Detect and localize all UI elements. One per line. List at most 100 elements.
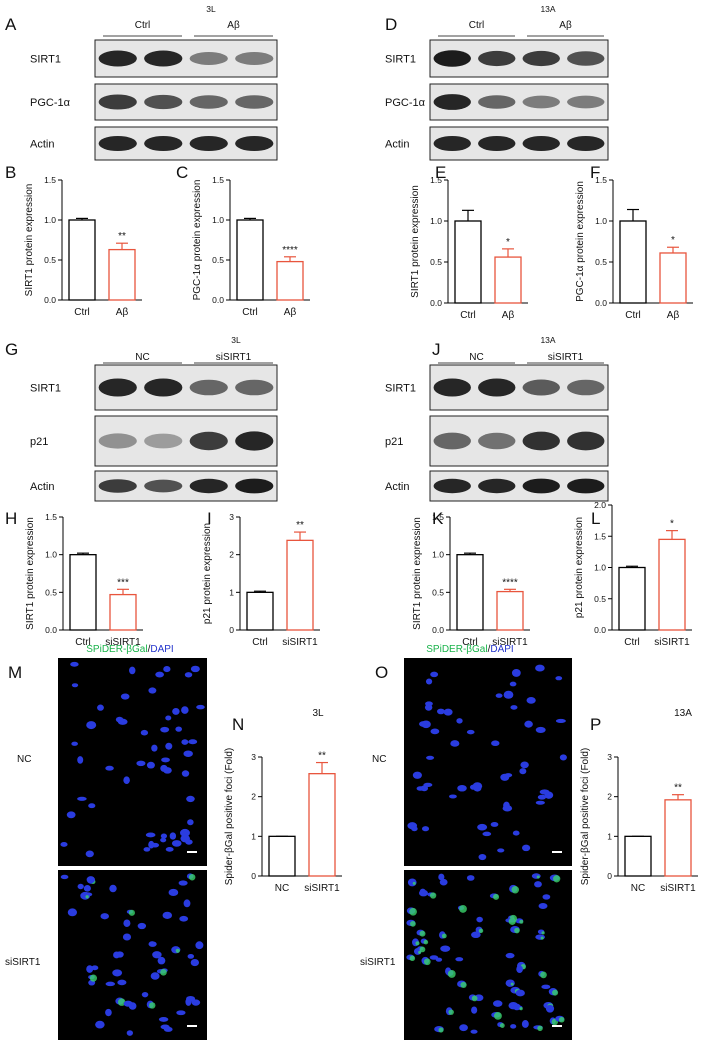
row-label: SIRT1: [385, 383, 416, 395]
band: [522, 379, 560, 396]
significance: ****: [502, 577, 518, 588]
panel-letter: C: [176, 163, 188, 182]
nucleus: [117, 979, 127, 986]
band: [144, 479, 183, 493]
y-axis-label: p21 protein expression: [202, 523, 213, 624]
band: [235, 379, 274, 396]
band: [189, 52, 228, 65]
panel-letter: B: [5, 163, 16, 182]
nucleus: [457, 784, 467, 792]
nucleus: [88, 803, 96, 809]
nucleus: [83, 885, 91, 892]
group-label: NC: [469, 352, 483, 363]
nucleus: [470, 1029, 478, 1034]
y-tick-label: 1.0: [45, 550, 57, 560]
row-label: p21: [385, 436, 403, 448]
x-tick-label: NC: [631, 883, 645, 894]
band: [433, 135, 471, 152]
significance: *: [671, 235, 675, 246]
nucleus: [163, 666, 171, 673]
nucleus: [466, 729, 475, 735]
y-tick-label: 0: [251, 871, 256, 881]
nucleus: [495, 693, 503, 698]
nucleus: [160, 837, 167, 843]
nucleus: [504, 773, 513, 778]
signal: [117, 998, 126, 1006]
signal: [438, 1027, 444, 1033]
nucleus: [512, 830, 520, 836]
band: [98, 378, 137, 397]
nucleus: [141, 992, 149, 998]
nucleus: [437, 708, 445, 715]
nucleus: [183, 750, 193, 758]
nucleus: [510, 1024, 517, 1029]
significance: **: [296, 520, 304, 531]
signal: [89, 974, 98, 982]
nucleus: [143, 847, 151, 852]
nucleus: [120, 693, 130, 700]
nucleus: [165, 846, 174, 852]
stain-label: SPiDER-βGal/DAPI: [426, 644, 513, 655]
nucleus: [535, 726, 546, 734]
band: [98, 135, 137, 152]
nucleus: [535, 664, 545, 672]
signal: [419, 946, 426, 953]
nucleus: [425, 678, 433, 685]
row-label: Actin: [385, 481, 409, 493]
group-label: siSIRT1: [216, 352, 252, 363]
signal: [423, 939, 429, 945]
bar: [624, 835, 652, 877]
signal: [409, 907, 417, 916]
stain-part: DAPI: [150, 644, 173, 655]
nucleus: [145, 832, 156, 838]
nucleus: [137, 922, 147, 930]
nucleus: [162, 911, 172, 919]
nucleus: [172, 708, 180, 715]
bar: [619, 220, 647, 304]
band: [567, 379, 605, 396]
signal: [409, 955, 416, 962]
band: [433, 378, 471, 397]
nucleus: [187, 953, 195, 959]
y-tick-label: 2: [229, 550, 234, 560]
nucleus: [115, 716, 124, 723]
y-tick-label: 1.5: [430, 175, 442, 185]
y-tick-label: 0.5: [430, 257, 442, 267]
signal: [536, 875, 540, 879]
row-label: SIRT1: [30, 54, 61, 66]
row-label: SIRT1: [30, 383, 61, 395]
signal: [508, 917, 516, 925]
y-tick-label: 0: [229, 625, 234, 635]
bar: [658, 538, 686, 631]
signal: [540, 971, 547, 979]
significance: *: [670, 519, 674, 530]
nucleus: [469, 784, 477, 790]
nucleus: [448, 794, 457, 799]
panel-letter: A: [5, 15, 17, 34]
signal: [423, 958, 431, 966]
y-tick-label: 3: [607, 752, 612, 762]
y-axis-label: SIRT1 protein expression: [412, 517, 423, 630]
row-label: Actin: [385, 139, 409, 151]
bar: [659, 252, 687, 304]
nucleus: [86, 965, 94, 973]
x-tick-label: Ctrl: [625, 310, 641, 321]
nucleus: [155, 671, 165, 678]
significance: **: [674, 783, 682, 794]
nucleus: [438, 873, 445, 881]
nucleus: [169, 832, 177, 840]
nucleus: [113, 951, 121, 959]
signal: [478, 928, 484, 934]
nucleus: [148, 687, 157, 694]
band: [522, 135, 560, 152]
nucleus: [505, 952, 515, 959]
signal: [412, 881, 416, 885]
nucleus: [555, 676, 563, 681]
nucleus: [105, 981, 116, 987]
nucleus: [521, 844, 531, 852]
y-tick-label: 0.5: [595, 257, 607, 267]
nucleus: [60, 842, 68, 847]
x-tick-label: siSIRT1: [660, 883, 696, 894]
nucleus: [476, 916, 483, 923]
panel-letter: J: [432, 340, 441, 359]
